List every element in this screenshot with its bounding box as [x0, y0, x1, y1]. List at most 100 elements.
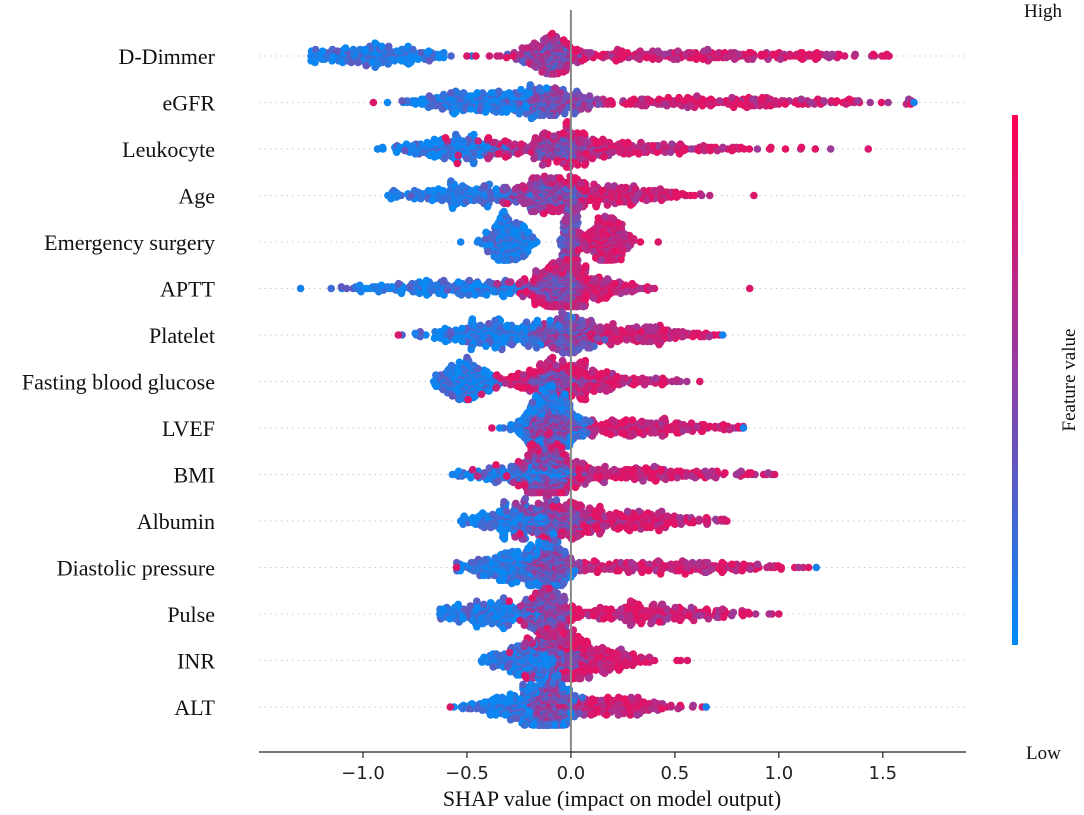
shap-point: [583, 138, 592, 147]
shap-point: [439, 90, 448, 99]
shap-point: [558, 308, 566, 317]
shap-point: [499, 292, 508, 301]
shap-point: [611, 279, 620, 288]
shap-point: [588, 154, 597, 163]
shap-point-extreme: [885, 52, 893, 60]
shap-point: [522, 92, 530, 100]
shap-point: [612, 287, 620, 296]
shap-point: [765, 145, 774, 153]
shap-point: [601, 212, 609, 221]
shap-point: [806, 98, 815, 107]
shap-point: [509, 142, 517, 150]
shap-point: [383, 283, 392, 291]
shap-point: [590, 180, 598, 189]
shap-point: [659, 140, 668, 148]
shap-point: [502, 53, 511, 62]
shap-point: [624, 138, 632, 147]
shap-point: [428, 101, 436, 110]
shap-point: [529, 292, 538, 301]
shap-point: [590, 294, 598, 302]
shap-point: [549, 344, 557, 352]
shap-point: [603, 275, 612, 283]
shap-point: [550, 70, 559, 78]
shap-point-extreme: [373, 145, 382, 153]
shap-point: [447, 89, 455, 97]
shap-point: [482, 228, 490, 237]
shap-point: [399, 45, 407, 54]
shap-point: [530, 61, 538, 70]
shap-point: [845, 95, 854, 104]
shap-point: [425, 57, 434, 65]
shap-point: [492, 185, 501, 193]
shap-point: [550, 207, 558, 216]
shap-point: [462, 198, 470, 206]
shap-point: [602, 294, 610, 302]
shap-point: [558, 262, 567, 270]
shap-point: [522, 287, 530, 296]
shap-point: [643, 53, 651, 62]
shap-point: [492, 108, 501, 116]
shap-point: [503, 199, 512, 208]
shap-point: [599, 135, 607, 144]
shap-point: [630, 95, 638, 104]
shap-point: [398, 97, 406, 105]
shap-point: [581, 244, 590, 253]
shap-point: [440, 276, 448, 285]
shap-point: [664, 93, 673, 102]
shap-point: [675, 150, 684, 158]
shap-point: [401, 146, 409, 155]
shap-point: [613, 337, 622, 346]
shap-point: [781, 145, 790, 153]
shap-point: [561, 215, 570, 224]
shap-point: [648, 55, 657, 63]
shap-point: [820, 97, 828, 105]
shap-point: [465, 276, 474, 285]
shap-point: [384, 42, 393, 51]
shap-point: [519, 252, 527, 261]
shap-point: [506, 278, 515, 286]
shap-point: [512, 219, 521, 227]
shap-point: [698, 101, 707, 110]
shap-point: [797, 143, 806, 152]
shap-point: [559, 129, 568, 137]
shap-point: [553, 158, 561, 166]
shap-point: [341, 44, 350, 52]
shap-point: [430, 135, 439, 144]
shap-point-extreme: [307, 52, 315, 60]
shap-point: [531, 207, 539, 216]
shap-point: [625, 150, 633, 158]
shap-point: [653, 148, 661, 156]
shap-point: [514, 150, 522, 158]
shap-point: [586, 196, 595, 205]
shap-point: [427, 93, 435, 102]
shap-point: [397, 289, 406, 298]
shap-point: [469, 159, 478, 168]
shap-point: [579, 302, 588, 311]
shap-point: [869, 50, 878, 59]
shap-point: [628, 279, 636, 288]
shap-point: [747, 49, 755, 57]
shap-point: [635, 190, 643, 198]
shap-point: [556, 61, 565, 70]
shap-point: [406, 283, 414, 291]
shap-point: [428, 196, 437, 205]
shap-point: [618, 53, 627, 62]
shap-point: [744, 55, 752, 63]
shap-point: [490, 287, 498, 296]
shap-point: [417, 194, 425, 203]
shap-point: [408, 142, 417, 150]
shap-point: [781, 100, 790, 108]
shap-point: [535, 84, 544, 92]
shap-point: [448, 204, 457, 213]
shap-point: [384, 60, 392, 68]
shap-point: [826, 145, 835, 153]
shap-point: [728, 93, 736, 102]
shap-point: [866, 98, 874, 107]
shap-point: [440, 49, 448, 57]
shap-point: [318, 47, 327, 55]
shap-point: [483, 202, 492, 211]
shap-point: [722, 53, 731, 62]
shap-point: [596, 323, 604, 331]
shap-point: [575, 90, 583, 99]
shap-point: [474, 137, 483, 145]
